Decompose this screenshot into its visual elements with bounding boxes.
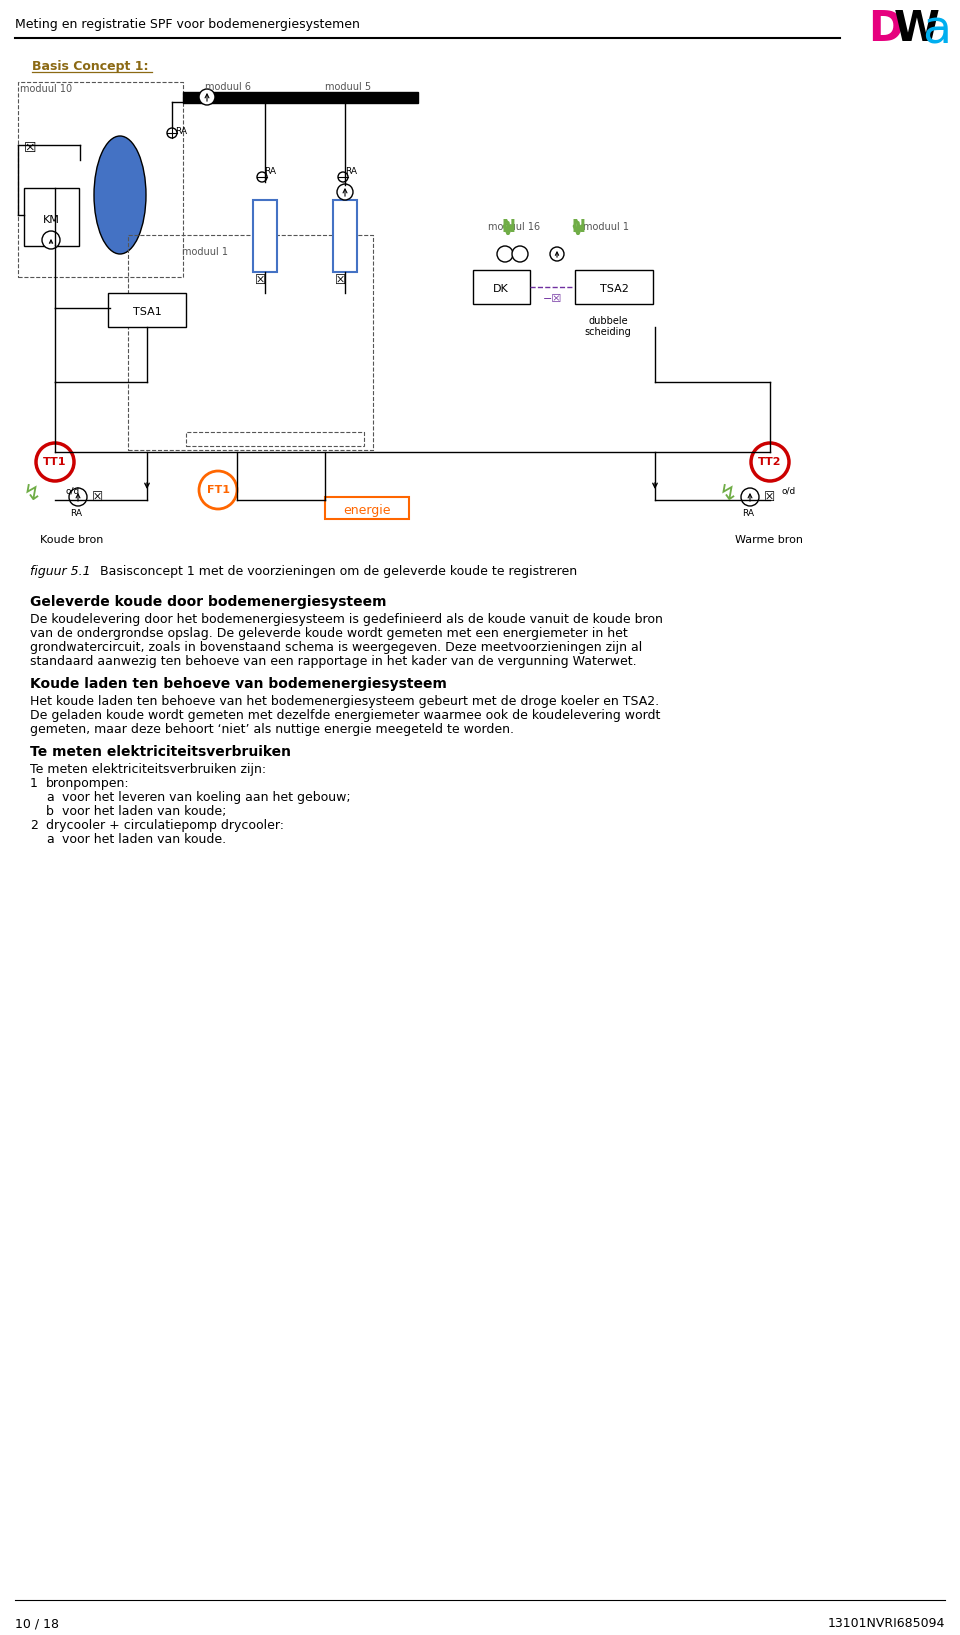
Text: ↯: ↯ [23, 484, 41, 504]
Text: Koude laden ten behoeve van bodemenergiesysteem: Koude laden ten behoeve van bodemenergie… [30, 677, 446, 692]
Text: ☒: ☒ [24, 141, 36, 155]
Text: N: N [501, 217, 515, 235]
Text: figuur 5.1: figuur 5.1 [30, 566, 90, 579]
Text: a: a [922, 8, 951, 52]
Text: De koudelevering door het bodemenergiesysteem is gedefinieerd als de koude vanui: De koudelevering door het bodemenergiesy… [30, 613, 662, 626]
Text: 13101NVRI685094: 13101NVRI685094 [828, 1617, 945, 1630]
Bar [253, 199, 277, 271]
Text: Basis Concept 1:: Basis Concept 1: [32, 60, 149, 74]
Text: Koude bron: Koude bron [40, 535, 104, 544]
Text: moduul 6: moduul 6 [205, 82, 251, 92]
Text: Meting en registratie SPF voor bodemenergiesystemen: Meting en registratie SPF voor bodemener… [15, 18, 360, 31]
Circle shape [199, 471, 237, 508]
Circle shape [42, 231, 60, 249]
Text: TSA1: TSA1 [132, 307, 161, 317]
Bar [128, 235, 373, 450]
Text: voor het laden van koude;: voor het laden van koude; [62, 804, 227, 818]
Ellipse shape [94, 136, 146, 253]
Circle shape [338, 172, 348, 181]
Text: grondwatercircuit, zoals in bovenstaand schema is weergegeven. Deze meetvoorzien: grondwatercircuit, zoals in bovenstaand … [30, 641, 642, 654]
Text: ☒: ☒ [92, 490, 104, 504]
Text: moduul 16: moduul 16 [488, 222, 540, 232]
Circle shape [257, 172, 267, 181]
Circle shape [741, 487, 759, 505]
Circle shape [497, 245, 513, 262]
Text: N: N [571, 217, 585, 235]
Bar [325, 497, 409, 518]
Circle shape [751, 443, 789, 481]
Text: a: a [46, 832, 54, 845]
Text: FT1: FT1 [206, 486, 229, 495]
Text: ☒: ☒ [335, 273, 347, 286]
Text: Te meten elektriciteitsverbruiken: Te meten elektriciteitsverbruiken [30, 746, 291, 759]
Circle shape [167, 128, 177, 137]
Text: voor het laden van koude.: voor het laden van koude. [62, 832, 227, 845]
Circle shape [337, 185, 353, 199]
Circle shape [36, 443, 74, 481]
Text: moduul 1: moduul 1 [182, 247, 228, 257]
Text: RA: RA [345, 167, 357, 177]
Text: o/d: o/d [782, 486, 796, 495]
Text: 2: 2 [30, 819, 37, 832]
Text: ☒: ☒ [764, 490, 776, 504]
Text: standaard aanwezig ten behoeve van een rapportage in het kader van de vergunning: standaard aanwezig ten behoeve van een r… [30, 656, 636, 669]
Text: moduul 5: moduul 5 [325, 82, 372, 92]
Circle shape [199, 88, 215, 105]
Text: ☒: ☒ [255, 273, 267, 286]
Circle shape [69, 487, 87, 505]
Bar [24, 188, 79, 245]
Text: o/d: o/d [65, 486, 80, 495]
Text: RA: RA [742, 508, 754, 518]
Text: ↯: ↯ [719, 484, 737, 504]
Text: energie: energie [344, 504, 391, 517]
Text: Basisconcept 1 met de voorzieningen om de geleverde koude te registreren: Basisconcept 1 met de voorzieningen om d… [100, 566, 577, 579]
Text: RA: RA [70, 508, 82, 518]
Text: b: b [46, 804, 54, 818]
Text: moduul 10: moduul 10 [20, 83, 72, 93]
Text: 10 / 18: 10 / 18 [15, 1617, 59, 1630]
Text: Warme bron: Warme bron [735, 535, 803, 544]
Circle shape [512, 245, 528, 262]
Text: RA: RA [175, 128, 187, 136]
Text: De geladen koude wordt gemeten met dezelfde energiemeter waarmee ook de koudelev: De geladen koude wordt gemeten met dezel… [30, 710, 660, 723]
Text: 1: 1 [30, 777, 37, 790]
Text: bronpompen:: bronpompen: [46, 777, 130, 790]
Text: KM: KM [42, 214, 60, 226]
Text: gemeten, maar deze behoort ‘niet’ als nuttige energie meegeteld te worden.: gemeten, maar deze behoort ‘niet’ als nu… [30, 723, 514, 736]
Text: a: a [46, 791, 54, 804]
Bar [183, 92, 418, 103]
Text: drycooler + circulatiepomp drycooler:: drycooler + circulatiepomp drycooler: [46, 819, 284, 832]
Circle shape [550, 247, 564, 262]
Bar [186, 432, 364, 446]
Bar [108, 293, 186, 327]
Text: moduul 1: moduul 1 [583, 222, 629, 232]
Text: TT2: TT2 [758, 458, 781, 468]
Bar [575, 270, 653, 304]
Text: Geleverde koude door bodemenergiesysteem: Geleverde koude door bodemenergiesysteem [30, 595, 387, 608]
Text: voor het leveren van koeling aan het gebouw;: voor het leveren van koeling aan het geb… [62, 791, 350, 804]
Text: Te meten elektriciteitsverbruiken zijn:: Te meten elektriciteitsverbruiken zijn: [30, 764, 266, 777]
Text: TT1: TT1 [43, 458, 67, 468]
Bar [473, 270, 530, 304]
Text: TSA2: TSA2 [600, 284, 629, 294]
Bar [333, 199, 357, 271]
Text: dubbele: dubbele [588, 316, 628, 325]
Text: W: W [894, 8, 940, 51]
Text: van de ondergrondse opslag. De geleverde koude wordt gemeten met een energiemete: van de ondergrondse opslag. De geleverde… [30, 626, 628, 639]
Text: −☒: −☒ [543, 294, 563, 304]
Text: DK: DK [493, 284, 509, 294]
Text: scheiding: scheiding [585, 327, 632, 337]
Bar [18, 82, 183, 276]
Text: Het koude laden ten behoeve van het bodemenergiesysteem gebeurt met de droge koe: Het koude laden ten behoeve van het bode… [30, 695, 660, 708]
Text: D: D [868, 8, 902, 51]
Text: RA: RA [264, 167, 276, 177]
